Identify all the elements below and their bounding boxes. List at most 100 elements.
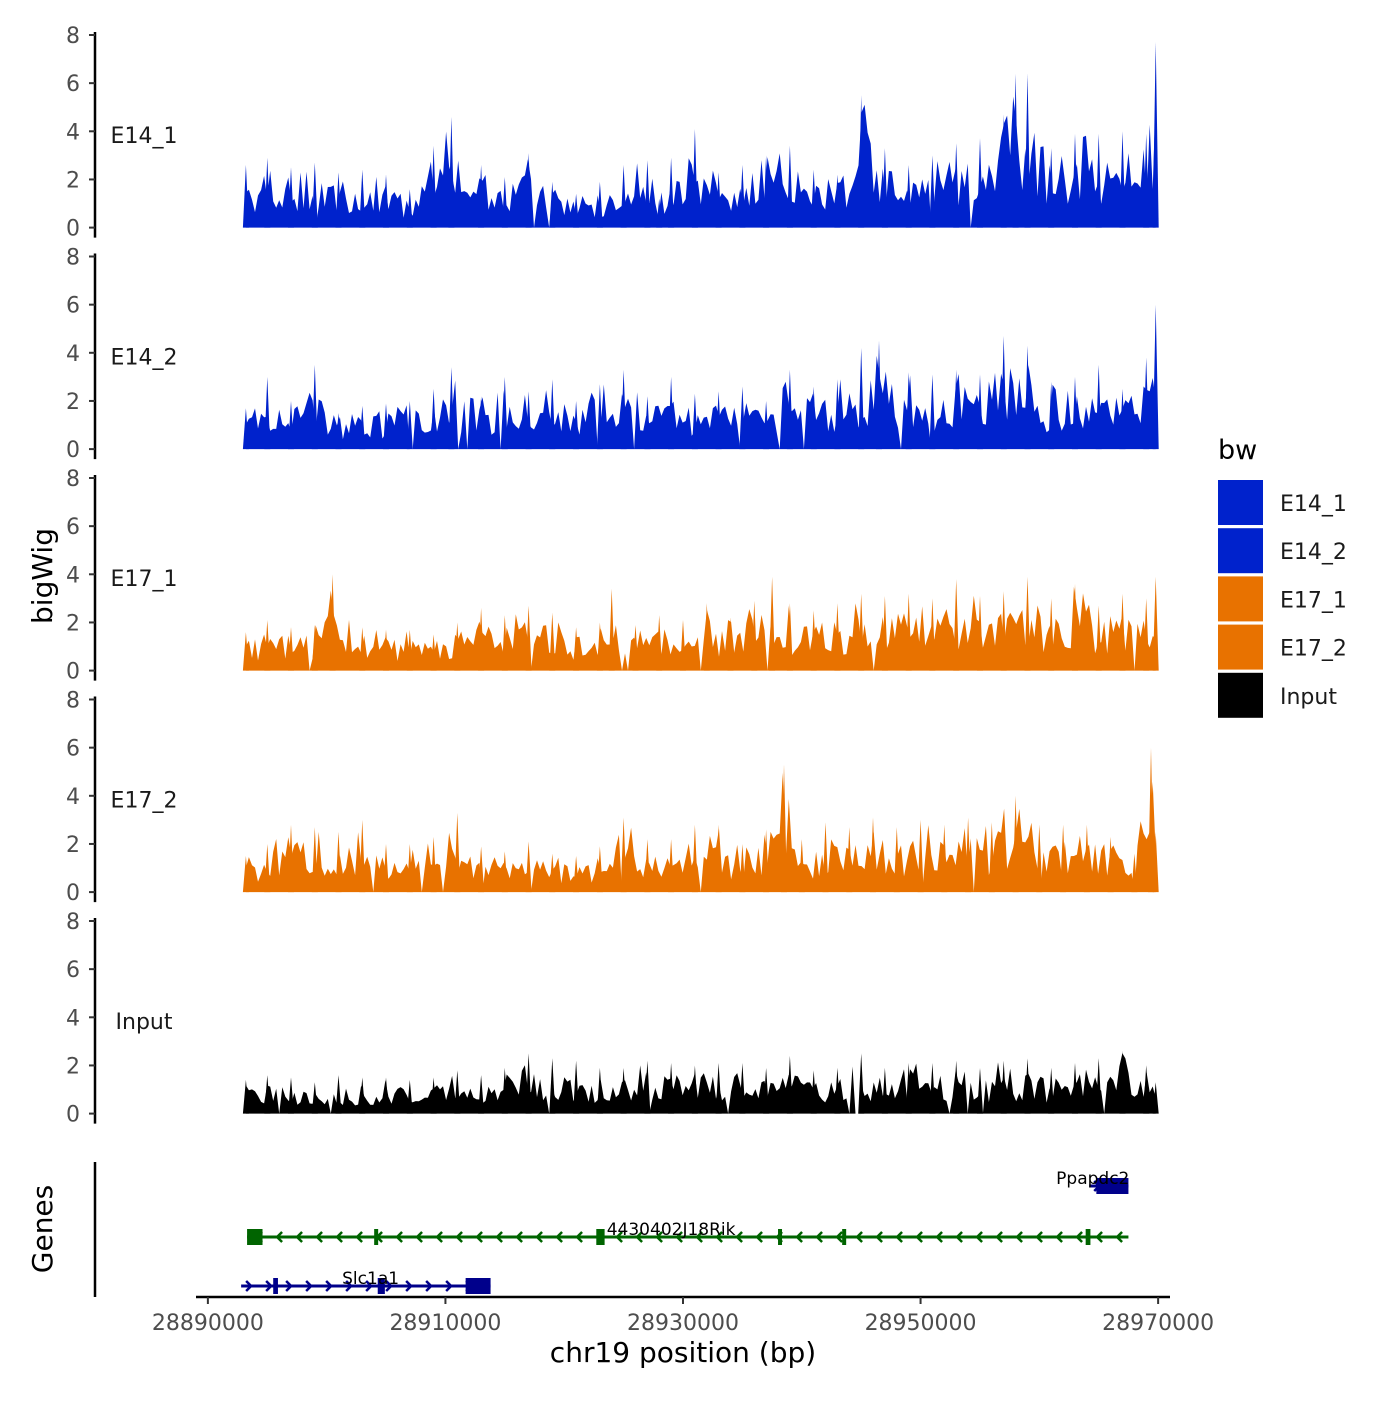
gene-label-ppapdc2: Ppapdc2: [1056, 1169, 1129, 1189]
strand-arrow-slc1a1-0: [245, 1280, 253, 1292]
peak-e17-1-15: [596, 622, 603, 671]
peak-e17-2-28: [893, 827, 900, 893]
peak-e17-2-29: [917, 819, 924, 893]
peak-e17-1-28: [881, 596, 888, 671]
peak-input-27: [881, 1067, 888, 1114]
gene-label-slc1a1: Slc1a1: [342, 1269, 399, 1289]
strand-arrow-slc1a1-5: [345, 1280, 353, 1292]
peak-e14-1-38: [1095, 133, 1102, 228]
peak-e17-2-21: [739, 844, 746, 893]
legend-label-e17-2: E17_2: [1280, 637, 1347, 662]
peak-e14-2-5: [359, 405, 366, 450]
x-axis: 28890000 28910000 28930000 28950000 28970000: [152, 1295, 1214, 1336]
peak-e17-1-36: [1072, 583, 1078, 671]
peak-e14-2-35: [1072, 376, 1078, 450]
strand-arrow-4430402j18rik-5: [355, 1231, 363, 1243]
exon-4430402j18rik-2: [596, 1229, 605, 1245]
legend-label-input: Input: [1280, 685, 1337, 710]
peak-e14-2-19: [691, 393, 698, 450]
peak-e17-1-27: [858, 593, 865, 671]
peak-e17-2-23: [781, 764, 787, 893]
peak-e14-1-30: [929, 155, 936, 228]
peak-e14-1-37: [1072, 133, 1078, 228]
peak-input-15: [596, 1067, 603, 1114]
peak-e17-1-4: [329, 574, 336, 671]
track-e14-1: 0 2 4 6 8 E14_1: [66, 24, 1159, 242]
peak-e17-2-32: [988, 822, 995, 893]
peak-e14-1-5: [359, 169, 366, 228]
peak-input-1: [264, 1075, 271, 1114]
peak-e14-1-15: [596, 181, 603, 228]
peak-e14-1-1: [264, 157, 271, 228]
y-tick-label-e17-2-4: 4: [66, 785, 80, 810]
peak-input-17: [644, 1060, 651, 1114]
peak-e17-2-2: [288, 824, 294, 893]
strand-arrow-4430402j18rik-15: [555, 1231, 563, 1243]
peak-e14-1-13: [549, 181, 556, 228]
peak-e17-1-38: [1119, 593, 1126, 671]
y-tick-label-e14-2-0: 0: [66, 438, 80, 463]
peak-input-23: [786, 1055, 793, 1114]
exon-slc1a1-2: [465, 1278, 491, 1294]
peak-e14-2-0: [242, 408, 249, 450]
strand-arrow-slc1a1-10: [445, 1280, 453, 1292]
strand-arrow-4430402j18rik-41: [1075, 1231, 1083, 1243]
peak-e17-2-6: [383, 844, 389, 893]
y-tick-label-input-0: 0: [66, 1103, 80, 1128]
peak-e17-1-20: [703, 603, 710, 671]
exon-4430402j18rik-4: [842, 1229, 847, 1245]
x-tick-label-28910000: 28910000: [389, 1311, 501, 1336]
peak-e17-1-6: [383, 629, 389, 671]
peak-e14-2-1: [264, 376, 271, 450]
peak-e17-2-37: [1107, 836, 1114, 893]
peak-e14-2-7: [406, 401, 413, 450]
strand-arrow-4430402j18rik-20: [655, 1231, 663, 1243]
strand-arrow-4430402j18rik-25: [755, 1231, 763, 1243]
peak-input-38: [1143, 1065, 1150, 1114]
exon-4430402j18rik-1: [374, 1229, 379, 1245]
legend-swatch-e17-2: [1218, 624, 1263, 670]
strand-arrow-4430402j18rik-14: [535, 1231, 543, 1243]
peak-e14-2-4: [335, 413, 342, 450]
peak-input-4: [335, 1075, 342, 1114]
peak-e17-2-9: [454, 812, 461, 893]
strand-arrow-4430402j18rik-28: [815, 1231, 823, 1243]
peak-input-13: [549, 1058, 556, 1114]
peak-input-37: [1119, 1051, 1126, 1114]
strand-arrow-4430402j18rik-21: [675, 1231, 683, 1243]
peak-e14-2-3: [311, 364, 318, 450]
peak-e14-1-4: [335, 172, 342, 228]
legend-swatch-e14-2: [1218, 528, 1263, 574]
strand-arrow-4430402j18rik-35: [955, 1231, 963, 1243]
peak-e17-2-15: [596, 846, 603, 893]
peak-e14-2-30: [953, 369, 960, 450]
peak-e17-1-8: [430, 634, 437, 671]
peak-e14-2-36: [1095, 364, 1102, 450]
peak-e17-1-26: [834, 603, 841, 671]
peak-e14-2-29: [929, 374, 936, 450]
peak-e14-1-41: [1152, 42, 1159, 228]
peak-input-3: [311, 1082, 318, 1114]
strand-arrow-4430402j18rik-3: [315, 1231, 323, 1243]
peak-input-35: [1072, 1063, 1078, 1114]
genes-group: Ppapdc2 4430402J18Rik Slc1a1: [93, 1162, 1129, 1297]
peak-input-0: [242, 1079, 249, 1114]
track-e17-2: 0 2 4 6 8 E17_2: [66, 689, 1159, 906]
peak-e14-2-6: [383, 403, 389, 450]
peak-e14-2-27: [876, 340, 882, 450]
exon-ppapdc2-0: [1096, 1178, 1129, 1194]
peak-e17-1-3: [311, 624, 318, 671]
y-tick-label-e14-1-0: 0: [66, 217, 80, 242]
strand-arrow-4430402j18rik-1: [275, 1231, 283, 1243]
peak-e17-2-20: [715, 824, 722, 893]
strand-arrow-4430402j18rik-42: [1095, 1231, 1103, 1243]
strand-arrow-4430402j18rik-11: [475, 1231, 483, 1243]
track-input: 0 2 4 6 8 Input: [66, 910, 1159, 1128]
y-tick-label-input-2: 2: [66, 1054, 80, 1079]
peak-e17-1-37: [1095, 605, 1102, 671]
y-tick-label-e14-2-2: 2: [66, 390, 80, 415]
peak-e17-1-39: [1143, 598, 1150, 671]
strand-arrow-4430402j18rik-36: [975, 1231, 983, 1243]
strand-arrow-4430402j18rik-12: [495, 1231, 503, 1243]
legend-label-e14-1: E14_1: [1280, 492, 1347, 517]
